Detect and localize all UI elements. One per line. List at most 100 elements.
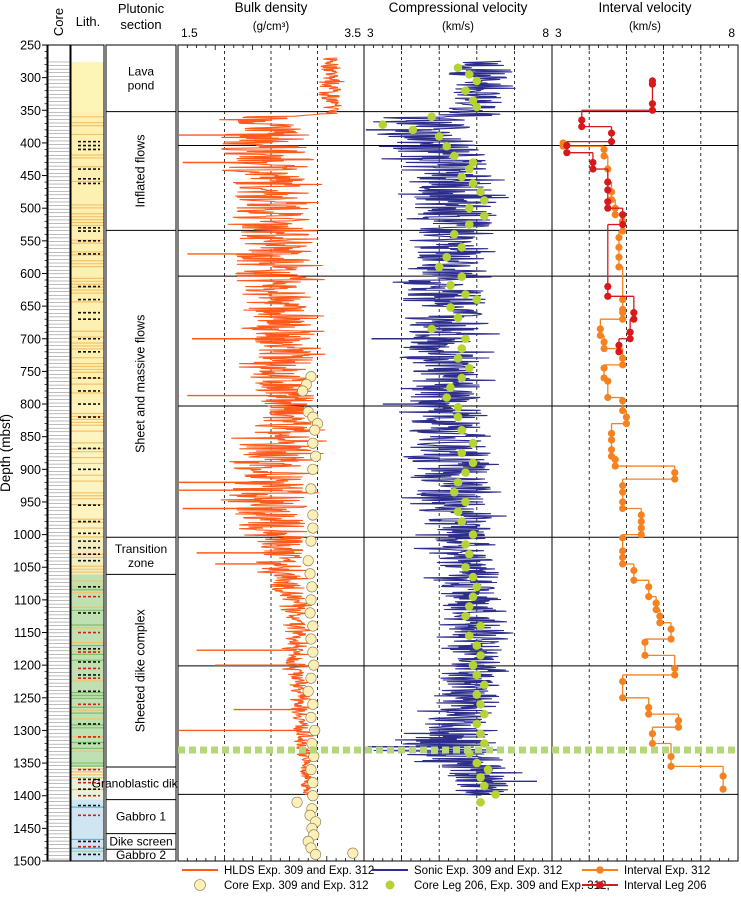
data-point bbox=[468, 660, 478, 670]
data-point bbox=[480, 709, 489, 719]
panel-title: Interval velocity bbox=[598, 0, 691, 15]
section-label: Inflated flows bbox=[133, 135, 147, 208]
step-marker bbox=[619, 482, 627, 490]
step-marker bbox=[596, 325, 604, 333]
legend-swatch bbox=[194, 879, 206, 891]
data-point bbox=[472, 641, 482, 650]
step-marker bbox=[645, 703, 653, 712]
data-point bbox=[305, 483, 317, 495]
section-label: Gabbro 2 bbox=[116, 848, 166, 862]
data-point bbox=[476, 187, 485, 197]
data-point bbox=[307, 790, 319, 802]
column-headers: Core Lith. Plutonic section bbox=[51, 1, 165, 36]
step-marker bbox=[630, 566, 638, 575]
step-marker bbox=[607, 129, 616, 137]
data-point bbox=[291, 796, 303, 808]
data-point bbox=[434, 132, 444, 141]
data-point bbox=[308, 659, 320, 671]
data-point bbox=[476, 729, 485, 739]
data-point bbox=[461, 611, 470, 621]
depth-tick-label: 700 bbox=[20, 332, 41, 346]
legend-label: Interval Leg 206 bbox=[624, 880, 706, 892]
step-marker bbox=[615, 341, 623, 349]
series-hlds-exp-309-and-exp-312 bbox=[179, 57, 345, 796]
data-point bbox=[457, 243, 467, 252]
section-label: Sheet and massive flows bbox=[133, 315, 147, 453]
depth-tick-label: 800 bbox=[20, 398, 41, 412]
depth-tick-label: 1200 bbox=[13, 659, 41, 673]
section-label: Lava pond bbox=[128, 64, 155, 92]
step-marker bbox=[641, 638, 649, 646]
depth-tick-label: 1450 bbox=[13, 822, 41, 836]
step-marker bbox=[604, 282, 612, 291]
data-point bbox=[304, 607, 316, 619]
depth-tick-label: 1400 bbox=[13, 789, 41, 803]
data-point bbox=[302, 555, 314, 567]
data-point bbox=[461, 86, 470, 95]
data-point bbox=[310, 848, 322, 860]
step-marker bbox=[630, 315, 638, 323]
step-marker bbox=[626, 328, 634, 336]
data-point bbox=[442, 141, 452, 151]
data-point bbox=[476, 621, 485, 631]
bulk-density-panel: Bulk density (g/cm³) 1.5 3.5 bbox=[177, 0, 365, 862]
data-point bbox=[457, 344, 467, 353]
data-point bbox=[307, 522, 319, 534]
data-point bbox=[476, 651, 485, 660]
section-label-line: Lava bbox=[128, 64, 154, 78]
data-point bbox=[309, 424, 321, 436]
data-point bbox=[453, 412, 463, 422]
data-point bbox=[307, 698, 319, 710]
legend-swatch bbox=[596, 881, 604, 889]
data-point bbox=[468, 458, 478, 468]
x-tick-label: 1.5 bbox=[181, 26, 198, 40]
data-point bbox=[476, 773, 485, 782]
step-marker bbox=[578, 116, 586, 124]
depth-tick-label: 850 bbox=[20, 430, 41, 444]
step-marker bbox=[607, 429, 616, 438]
depth-tick-label: 900 bbox=[20, 463, 41, 477]
data-point bbox=[472, 76, 482, 86]
step-marker bbox=[615, 253, 623, 261]
step-marker bbox=[674, 717, 683, 725]
data-point bbox=[310, 450, 322, 462]
data-point bbox=[302, 685, 314, 697]
lithology-band bbox=[71, 404, 104, 538]
data-point bbox=[457, 172, 467, 182]
data-point bbox=[306, 581, 318, 593]
core-column bbox=[47, 44, 71, 862]
depth-tick-label: 250 bbox=[20, 39, 41, 53]
depth-tick-label: 1350 bbox=[13, 757, 41, 771]
x-tick-label: 3 bbox=[555, 26, 562, 40]
data-point bbox=[464, 220, 474, 229]
depth-tick-label: 400 bbox=[20, 136, 41, 150]
panel-background bbox=[552, 45, 738, 861]
step-marker bbox=[589, 158, 597, 167]
step-marker bbox=[604, 198, 612, 206]
step-marker bbox=[619, 315, 627, 323]
x-tick-label: 8 bbox=[542, 26, 549, 40]
data-point bbox=[483, 765, 493, 774]
step-marker bbox=[619, 361, 627, 369]
data-point bbox=[347, 847, 359, 859]
step-marker bbox=[667, 625, 675, 633]
data-point bbox=[304, 568, 316, 580]
core-header: Core bbox=[51, 8, 66, 36]
step-marker bbox=[619, 227, 627, 235]
lithology-band bbox=[71, 574, 104, 767]
depth-tick-label: 1050 bbox=[13, 561, 41, 575]
step-marker bbox=[648, 106, 657, 114]
legend-label: Interval Exp. 312 bbox=[624, 865, 710, 877]
data-point bbox=[461, 334, 470, 344]
section-label-line: pond bbox=[128, 78, 155, 92]
data-point bbox=[480, 781, 489, 791]
x-tick-label: 3 bbox=[367, 26, 374, 40]
section-label: Granoblastic dikes bbox=[92, 776, 191, 790]
data-point bbox=[442, 393, 452, 402]
step-marker bbox=[611, 455, 619, 464]
depth-tick-label: 450 bbox=[20, 169, 41, 183]
data-point bbox=[457, 425, 467, 435]
lithology-column bbox=[70, 44, 105, 862]
data-point bbox=[427, 112, 436, 122]
depth-tick-label: 500 bbox=[20, 202, 41, 216]
